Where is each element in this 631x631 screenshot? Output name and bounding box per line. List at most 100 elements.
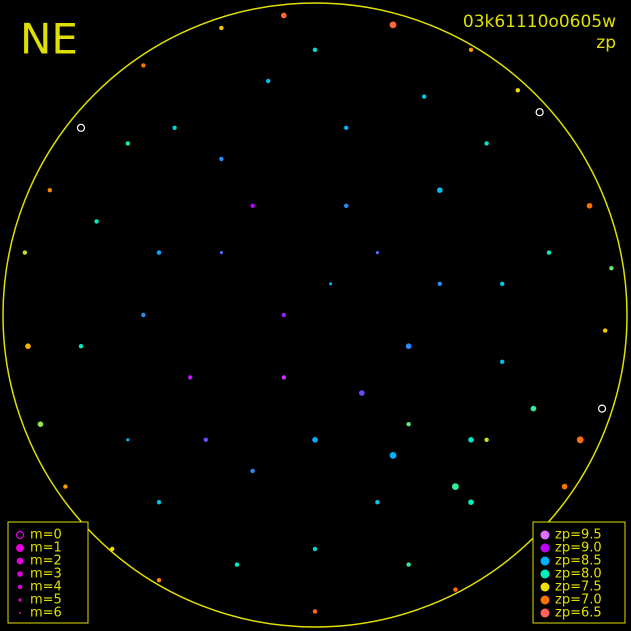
color-legend-label: zp=8.5: [555, 554, 602, 569]
color-legend-marker: [540, 543, 550, 553]
star-point: [125, 141, 130, 146]
star-point: [219, 156, 224, 162]
star-point: [25, 343, 31, 350]
color-legend-marker: [540, 569, 550, 579]
star-point: [602, 328, 608, 333]
size-legend-label: m=4: [30, 580, 62, 595]
star-point: [609, 266, 614, 271]
star-point: [484, 437, 489, 442]
color-legend-marker: [540, 582, 550, 592]
star-point: [250, 468, 255, 474]
size-legend-label: m=3: [30, 567, 62, 582]
star-point: [375, 251, 379, 255]
size-legend-label: m=1: [30, 541, 62, 556]
star-point: [110, 546, 115, 552]
star-point: [37, 421, 44, 428]
star-point: [312, 609, 318, 614]
size-legend-marker: [16, 544, 24, 552]
star-point: [172, 125, 177, 130]
star-point: [312, 437, 318, 443]
star-point: [47, 188, 52, 193]
star-point: [546, 250, 552, 255]
star-point: [156, 250, 162, 255]
star-point: [561, 483, 568, 490]
star-point: [515, 88, 520, 93]
star-point: [344, 125, 349, 130]
star-point: [484, 141, 489, 146]
star-point: [375, 500, 380, 505]
size-legend-marker: [15, 530, 25, 540]
star-point: [329, 282, 333, 286]
subtitle: 03k61110o0605w: [463, 12, 616, 32]
size-legend-marker: [19, 612, 21, 614]
star-point: [468, 437, 474, 443]
star-point: [406, 562, 411, 567]
star-point: [78, 344, 84, 349]
star-point: [344, 203, 349, 208]
star-point: [406, 422, 411, 427]
color-legend-label: zp=9.5: [555, 528, 602, 543]
size-legend-label: m=6: [30, 606, 62, 621]
color-legend-label: zp=7.0: [555, 593, 602, 608]
star-point: [203, 437, 208, 442]
color-legend-marker: [540, 595, 550, 605]
star-point: [437, 281, 442, 286]
star-point: [126, 438, 130, 442]
star-point: [389, 21, 397, 29]
size-legend-marker: [18, 598, 22, 602]
star-point: [234, 562, 240, 567]
star-point: [500, 359, 505, 364]
star-point: [22, 250, 28, 255]
color-legend-marker: [540, 530, 550, 540]
star-point: [94, 219, 99, 224]
star-point: [468, 499, 474, 506]
star-point: [281, 375, 286, 380]
star-point: [422, 94, 427, 99]
size-legend-marker: [17, 584, 23, 590]
size-legend-marker: [17, 571, 23, 577]
star-point: [389, 452, 397, 459]
star-point: [597, 404, 607, 413]
star-point: [535, 108, 544, 117]
color-legend-marker: [540, 608, 550, 618]
color-label: zp: [596, 33, 616, 53]
star-point: [156, 578, 162, 583]
star-point: [586, 203, 593, 209]
star-point: [530, 405, 537, 412]
star-point: [453, 587, 458, 592]
star-point: [312, 546, 318, 552]
star-point: [219, 25, 224, 31]
star-point: [76, 123, 86, 132]
star-point: [500, 281, 505, 286]
color-legend-label: zp=7.5: [555, 580, 602, 595]
star-point: [452, 483, 459, 490]
color-legend-marker: [540, 556, 550, 566]
star-point: [437, 187, 443, 193]
star-point: [250, 203, 255, 208]
color-legend-label: zp=8.0: [555, 567, 602, 582]
color-legend-label: zp=6.5: [555, 606, 602, 621]
star-point: [63, 484, 68, 489]
color-legend-label: zp=9.0: [555, 541, 602, 556]
star-point: [141, 63, 146, 68]
star-point: [266, 78, 271, 84]
chart-title: NE: [20, 15, 78, 64]
star-point: [468, 47, 474, 52]
star-point: [141, 312, 146, 318]
size-legend-marker: [16, 557, 24, 565]
star-point: [281, 312, 286, 318]
star-point: [312, 47, 318, 52]
size-legend-label: m=5: [30, 593, 62, 608]
star-point: [281, 12, 287, 19]
size-legend-label: m=2: [30, 554, 62, 569]
star-point: [576, 436, 584, 444]
star-point: [405, 343, 412, 350]
star-point: [188, 375, 193, 380]
star-point: [359, 390, 365, 396]
star-point: [219, 251, 223, 255]
size-legend-label: m=0: [30, 528, 62, 543]
star-point: [156, 500, 162, 505]
